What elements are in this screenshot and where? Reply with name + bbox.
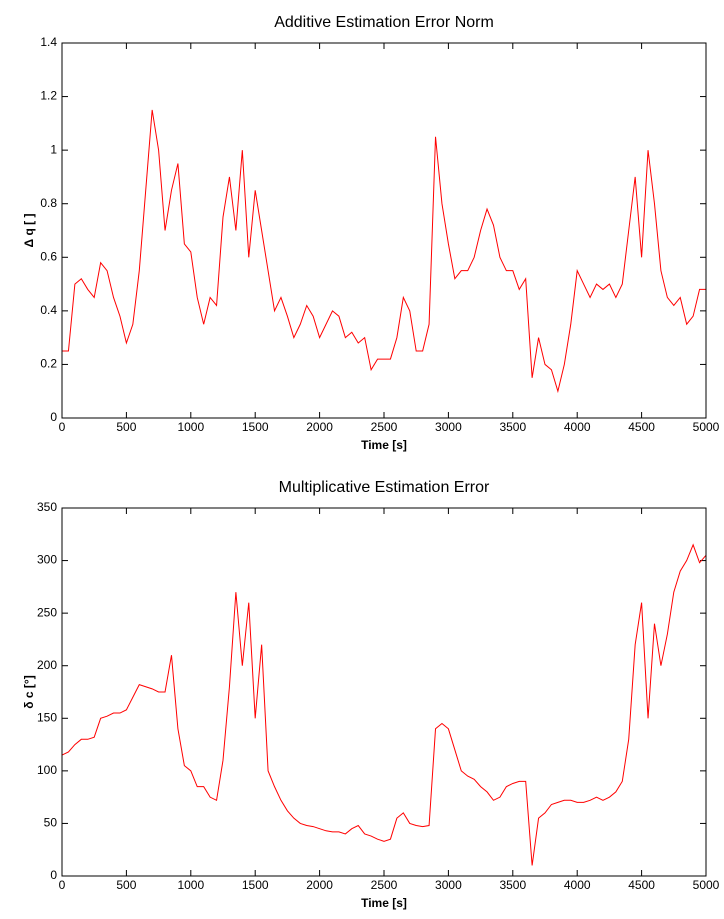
y-tick-label: 1.2 (40, 89, 57, 103)
y-tick-label: 300 (37, 553, 57, 567)
x-axis-label: Time [s] (361, 438, 407, 452)
x-tick-label: 1000 (177, 878, 204, 892)
chart-title: Additive Estimation Error Norm (274, 14, 494, 31)
y-tick-label: 0 (50, 868, 57, 882)
y-tick-label: 0 (50, 410, 57, 424)
x-tick-label: 4500 (628, 420, 655, 434)
axes-box (61, 42, 707, 419)
data-line (61, 543, 707, 866)
x-tick-label: 2000 (306, 878, 333, 892)
y-tick-label: 250 (37, 605, 57, 619)
y-tick-label: 0.8 (40, 196, 57, 210)
y-axis-label: δ c [°] (22, 675, 36, 708)
y-tick-label: 1.4 (40, 35, 57, 49)
y-tick-label: 350 (37, 500, 57, 514)
x-tick-label: 4500 (628, 878, 655, 892)
x-tick-label: 0 (59, 420, 66, 434)
y-axis-label: Δ q [ ] (22, 214, 36, 248)
x-tick-label: 4000 (564, 878, 591, 892)
x-tick-label: 500 (116, 420, 136, 434)
data-line (62, 109, 706, 394)
x-tick-label: 500 (116, 878, 136, 892)
x-tick-label: 4000 (564, 420, 591, 434)
x-tick-label: 5000 (693, 420, 720, 434)
x-tick-label: 1000 (177, 420, 204, 434)
x-tick-label: 2500 (371, 878, 398, 892)
y-tick-label: 50 (44, 816, 58, 830)
x-tick-label: 2500 (371, 420, 398, 434)
x-tick-label: 5000 (693, 878, 720, 892)
chart-title: Multiplicative Estimation Error (279, 479, 490, 496)
x-tick-label: 3500 (499, 878, 526, 892)
y-tick-label: 150 (37, 710, 57, 724)
x-tick-label: 2000 (306, 420, 333, 434)
x-tick-label: 3500 (499, 420, 526, 434)
y-tick-label: 100 (37, 763, 57, 777)
plot-area (62, 508, 706, 876)
axes-box (61, 507, 707, 877)
y-tick-label: 1 (50, 142, 57, 156)
y-tick-label: 0.2 (40, 357, 57, 371)
plot-area (62, 43, 706, 418)
x-tick-label: 1500 (242, 420, 269, 434)
x-tick-label: 3000 (435, 420, 462, 434)
y-tick-label: 0.4 (40, 303, 57, 317)
x-tick-label: 0 (59, 878, 66, 892)
x-axis-label: Time [s] (361, 896, 407, 910)
y-tick-label: 0.6 (40, 249, 57, 263)
x-tick-label: 3000 (435, 878, 462, 892)
y-tick-label: 200 (37, 658, 57, 672)
x-tick-label: 1500 (242, 878, 269, 892)
